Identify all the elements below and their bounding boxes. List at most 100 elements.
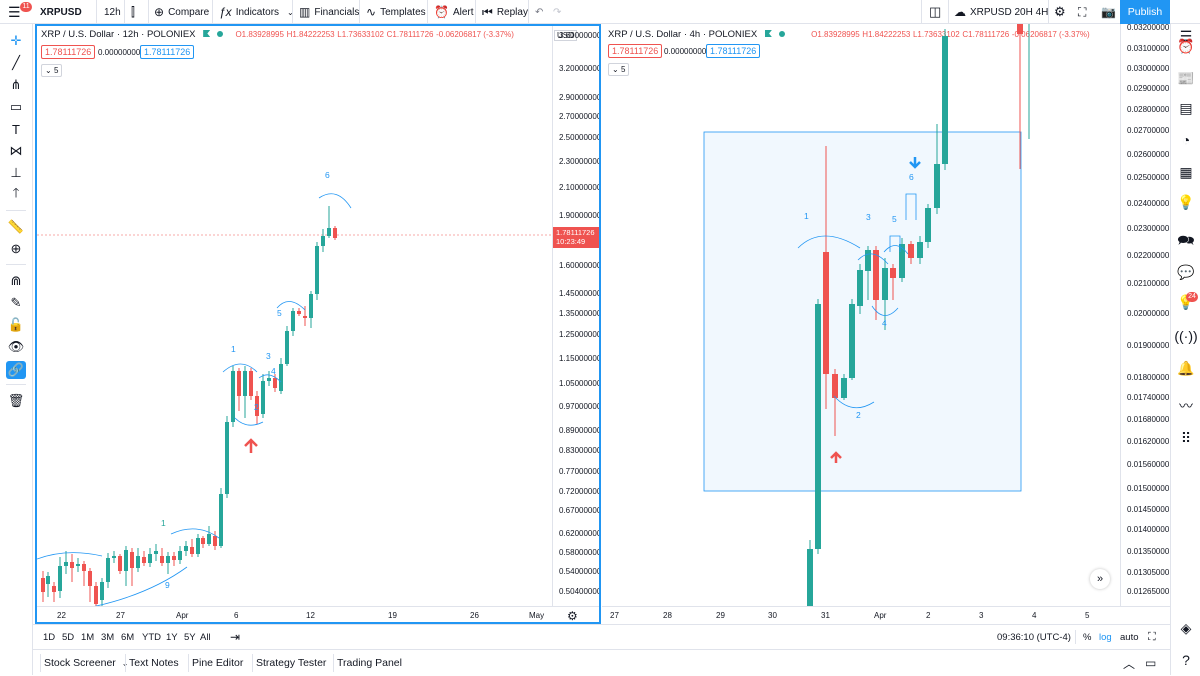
hotlist-button[interactable]: ▤ [1176, 98, 1196, 118]
sync-drawings-tool[interactable]: 🔗 [6, 361, 26, 379]
trendline-tool[interactable]: ╱ [6, 54, 26, 72]
ideas-button[interactable]: 💡 [1176, 192, 1196, 212]
fib-tool[interactable]: ⋔ [6, 76, 26, 94]
price-axis-4h[interactable]: 0.03200000 0.03100000 0.03000000 0.02900000… [1120, 24, 1170, 606]
object-tree-button[interactable]: ◈ [1176, 618, 1196, 638]
price-tick: 1.45000000 [559, 289, 601, 298]
currency-label[interactable]: USD [554, 30, 577, 41]
crosshair-tool[interactable]: ✛ [6, 32, 26, 50]
remove-drawings-tool[interactable]: 🗑 [6, 392, 26, 410]
range-all[interactable]: All [200, 631, 211, 643]
ohlc-close: C1.78111726 [962, 30, 1010, 39]
layout-select-button[interactable]: ◫ [929, 0, 941, 24]
settings-button[interactable]: ⚙ [1054, 0, 1066, 24]
hide-drawings-tool[interactable]: 👁 [6, 338, 26, 356]
log-scale-toggle[interactable]: log [1099, 631, 1112, 643]
candle-body [231, 371, 235, 422]
calendar-button[interactable]: ◔ [1176, 130, 1196, 150]
streams-button[interactable]: ((·)) [1174, 326, 1197, 346]
clock-timezone[interactable]: 09:36:10 (UTC-4) [997, 631, 1071, 643]
measure-tool[interactable]: 📏 [6, 218, 26, 236]
dom-button[interactable]: ⠿ [1176, 428, 1196, 448]
range-6m[interactable]: 6M [121, 631, 135, 643]
candle-body [160, 556, 164, 563]
publish-button[interactable]: Publish [1120, 0, 1170, 24]
snapshot-button[interactable]: 📷 [1101, 0, 1116, 24]
indicators-button[interactable]: ƒx Indicators ⌄ [219, 0, 294, 24]
tab-pine-editor[interactable]: Pine Editor [192, 650, 243, 676]
buy-price-box[interactable]: 1.78111726 [140, 45, 195, 59]
financials-button[interactable]: ▥ Financials [299, 0, 359, 24]
tab-trading-panel[interactable]: Trading Panel [337, 650, 402, 676]
sell-price-box[interactable]: 1.78111726 [41, 45, 96, 59]
chart-settings-button[interactable]: ⚙ [567, 609, 578, 622]
alerts-bell-button[interactable]: 🔔 [1176, 358, 1196, 378]
undo-button[interactable]: ↶ [535, 0, 543, 24]
collapse-indicators-button[interactable]: ⌄ 5 [608, 63, 630, 76]
order-book-icon: ⠿ [1180, 429, 1192, 446]
zoom-tool[interactable]: ⊕ [6, 240, 26, 258]
alerts-button[interactable]: ⏰ [1176, 36, 1196, 56]
collapse-indicators-button[interactable]: ⌄ 5 [41, 64, 63, 77]
chart-pane-12h[interactable]: XRP / U.S. Dollar · 12h · POLONIEX O1.83… [35, 24, 601, 624]
alert-button[interactable]: ⏰ Alert [434, 0, 474, 24]
help-button[interactable]: ? [1176, 650, 1196, 670]
widget-toolbar: ☰ ⏰ 📰 ▤ ◔ ▦ 💡 🗪 💬 💡 24 ((·)) 🔔 〰 ⠿ ◈ ? [1170, 24, 1200, 675]
shapes-tool[interactable]: ▭ [6, 98, 26, 116]
buy-price-box[interactable]: 1.78111726 [706, 44, 761, 58]
range-3m[interactable]: 3M [101, 631, 115, 643]
maximize-chart-button[interactable]: ⛶ [1148, 625, 1156, 649]
lock-drawings-tool[interactable]: 🔓 [6, 316, 26, 334]
range-ytd[interactable]: YTD [142, 631, 161, 643]
trading-button[interactable]: 〰 [1176, 396, 1196, 416]
data-window-button[interactable]: 📰 [1176, 68, 1196, 88]
layout-panel-icon: ◫ [929, 4, 942, 19]
messages-button[interactable]: 💬 [1176, 262, 1196, 282]
maximize-panel-button[interactable]: ▭ [1145, 650, 1156, 676]
compare-button[interactable]: ⊕ Compare [154, 0, 209, 24]
rectangle-icon: ▭ [9, 99, 23, 114]
interval-button[interactable]: 12h [104, 6, 121, 18]
price-tick: 0.03200000 [1127, 24, 1170, 32]
prediction-tool[interactable]: ⊥ [6, 164, 26, 182]
collapse-panel-button[interactable]: ︿ [1123, 650, 1135, 676]
menu-button[interactable]: ☰ [8, 0, 21, 24]
tab-stock-screener[interactable]: Stock Screener⌄ [44, 650, 129, 676]
candle-body [823, 252, 829, 374]
stay-drawing-tool[interactable]: ✎ [6, 294, 26, 312]
range-5y[interactable]: 5Y [184, 631, 196, 643]
calendar-grid-button[interactable]: ▦ [1176, 162, 1196, 182]
replay-button[interactable]: ⏮ Replay [482, 0, 528, 24]
pattern-tool[interactable]: ⋈ [6, 142, 26, 160]
tab-strategy-tester[interactable]: Strategy Tester [256, 650, 326, 676]
fullscreen-button[interactable]: ⛶ [1078, 0, 1086, 24]
goto-date-button[interactable]: ⇥ [230, 625, 240, 649]
auto-scale-toggle[interactable]: auto [1120, 631, 1139, 643]
watchlist-button[interactable]: ☰ [1176, 26, 1196, 46]
templates-button[interactable]: ∿ Templates [366, 0, 426, 24]
percent-scale-toggle[interactable]: % [1083, 631, 1092, 643]
chats-button[interactable]: 🗪 [1176, 232, 1196, 252]
last-price-label: 1.78111726 10:23:49 [553, 227, 599, 248]
chart-type-button[interactable]: ⫿ [131, 0, 139, 24]
time-axis-4h[interactable]: 27 28 29 30 31 Apr 2 3 4 5 [602, 606, 1170, 624]
price-tick: 0.50400000 [559, 587, 601, 596]
price-axis-12h[interactable]: USD 1.78111726 10:23:49 3.60000000 3.2000… [552, 26, 601, 606]
redo-button[interactable]: ↷ [553, 0, 561, 24]
range-1d[interactable]: 1D [43, 631, 56, 643]
candle-body [942, 36, 948, 164]
sell-price-box[interactable]: 1.78111726 [608, 44, 663, 58]
scroll-to-realtime-button[interactable]: » [1090, 569, 1110, 589]
symbol-search[interactable]: XRPUSD [40, 6, 82, 18]
range-5d[interactable]: 5D [62, 631, 75, 643]
text-tool[interactable]: T [6, 120, 26, 138]
tab-text-notes[interactable]: Text Notes [129, 650, 179, 676]
chart-pane-4h[interactable]: XRP / U.S. Dollar · 4h · POLONIEX O1.839… [602, 24, 1170, 624]
time-axis-12h[interactable]: ⚙ 22 27 Apr 6 12 19 26 May [37, 606, 599, 622]
save-layout-button[interactable]: ☁ XRPUSD 20H 4H ⌄ [954, 0, 1061, 24]
range-1y[interactable]: 1Y [166, 631, 178, 643]
magnet-tool[interactable]: ⋒ [6, 272, 26, 290]
financials-label: Financials [314, 6, 360, 18]
icon-tool[interactable]: 🡑 [6, 185, 26, 204]
range-1m[interactable]: 1M [81, 631, 95, 643]
